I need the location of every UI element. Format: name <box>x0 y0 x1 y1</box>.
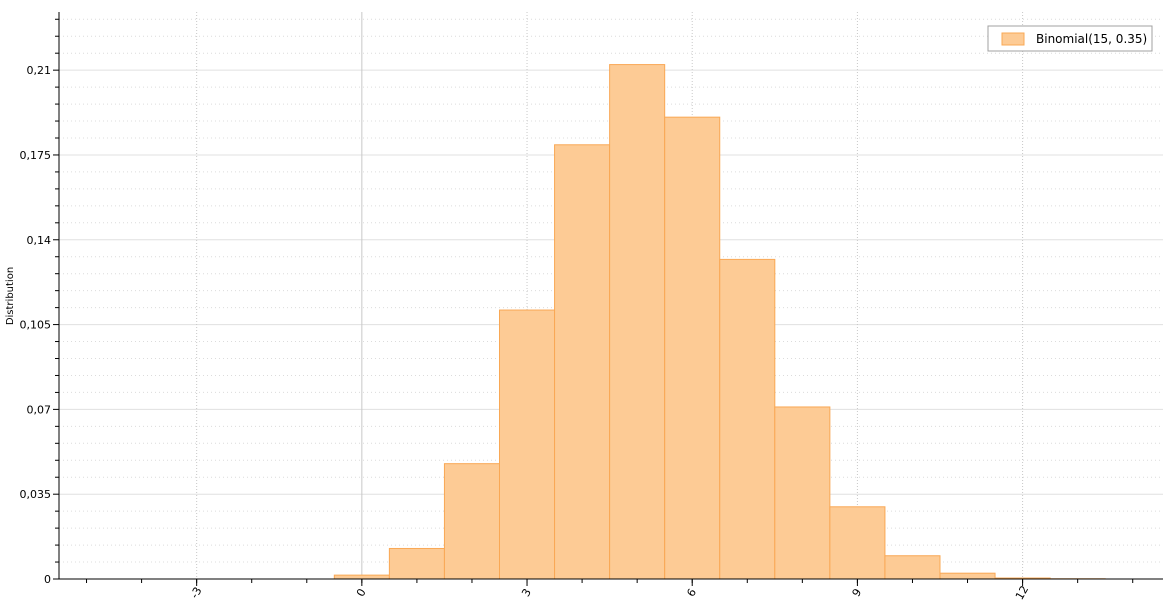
bar <box>499 310 554 579</box>
legend[interactable]: Binomial(15, 0.35) <box>988 26 1152 51</box>
x-tick-label: 12 <box>1013 583 1031 602</box>
y-tick-label: 0,105 <box>20 319 52 332</box>
bar <box>334 575 389 579</box>
bar <box>940 573 995 579</box>
bar <box>389 548 444 579</box>
x-tick-label: 3 <box>519 586 534 599</box>
bar <box>444 464 499 579</box>
bar <box>885 556 940 579</box>
x-tick-label: -3 <box>188 585 205 601</box>
bar <box>775 407 830 579</box>
bar <box>665 117 720 579</box>
y-tick-label: 0,14 <box>27 234 52 247</box>
x-tick-label: 6 <box>684 586 699 599</box>
x-tick-label: 9 <box>850 586 865 599</box>
bar <box>610 65 665 579</box>
y-tick-label: 0,07 <box>27 403 52 416</box>
legend-swatch <box>1002 33 1024 45</box>
y-tick-label: 0,035 <box>20 488 52 501</box>
bars <box>334 65 1105 579</box>
x-tick-label: 0 <box>354 586 369 599</box>
y-tick-label: 0,21 <box>27 64 52 77</box>
y-tick-label: 0 <box>44 573 51 586</box>
bar <box>830 507 885 579</box>
legend-label: Binomial(15, 0.35) <box>1036 32 1147 46</box>
bar <box>555 145 610 579</box>
y-axis-label: Distribution <box>5 267 16 325</box>
bar <box>720 259 775 579</box>
y-tick-label: 0,175 <box>20 149 52 162</box>
